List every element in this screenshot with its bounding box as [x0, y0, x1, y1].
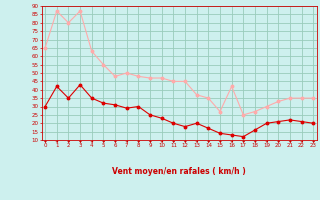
X-axis label: Vent moyen/en rafales ( km/h ): Vent moyen/en rafales ( km/h )	[112, 167, 246, 176]
